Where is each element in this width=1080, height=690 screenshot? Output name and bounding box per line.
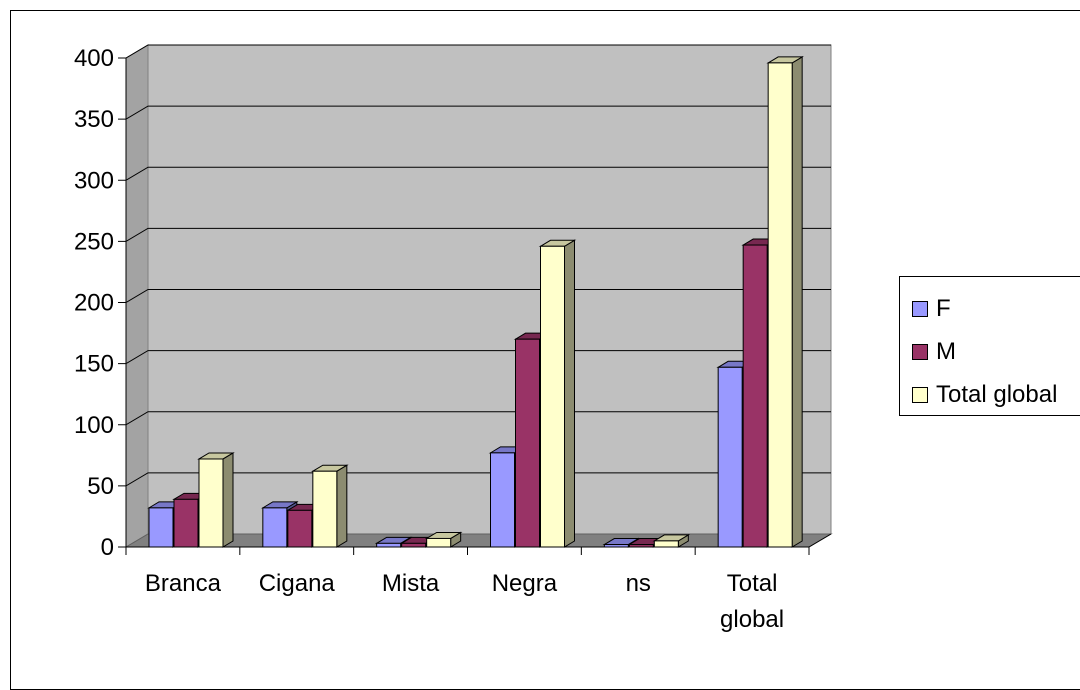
x-category-label: Negra xyxy=(492,570,558,597)
bar-chart: 0 50 100 150 200 250 300 350 400 Branca Cigana Mis… xyxy=(74,44,833,633)
legend-item-total-global: Total global xyxy=(912,381,1057,409)
bar-total-global-cigana-side xyxy=(336,464,348,548)
y-tick-label: 150 xyxy=(74,351,114,378)
legend-label-f: F xyxy=(936,295,951,322)
legend-item-m: M xyxy=(912,338,956,366)
gridline xyxy=(125,227,831,242)
legend-swatch-total-global xyxy=(912,387,928,403)
gridline xyxy=(125,472,831,487)
bar-total-global-mista xyxy=(424,531,463,548)
legend-swatch-m xyxy=(912,344,928,360)
y-tick-label: 100 xyxy=(74,412,114,439)
y-tick-label: 250 xyxy=(74,228,114,255)
y-tick-label: 300 xyxy=(74,167,114,194)
gridline xyxy=(125,289,831,303)
y-tick-labels: 0 50 100 150 200 250 300 350 400 xyxy=(74,45,114,561)
x-category-labels: Branca Cigana Mista Negra ns Total global xyxy=(145,570,784,633)
legend: F M Total global xyxy=(899,276,1080,416)
legend-item-f: F xyxy=(912,295,951,323)
bar-m-negra-front xyxy=(515,338,540,548)
gridline xyxy=(125,166,831,181)
gridline xyxy=(125,44,831,59)
y-tick-label: 50 xyxy=(87,473,114,500)
legend-label-m: M xyxy=(936,338,956,365)
bar-total-global-branca xyxy=(197,452,235,548)
bar-total-global-ns xyxy=(652,534,691,548)
bar-total-global-negra-front xyxy=(540,245,565,548)
bar-total-global-negra xyxy=(538,239,577,548)
bar-total-global-negra-side xyxy=(564,239,575,548)
bar-f-branca-front xyxy=(148,507,174,548)
bar-total-global-branca-side xyxy=(222,452,234,548)
legend-swatch-f xyxy=(912,301,928,317)
bar-m-mista-front xyxy=(401,542,427,548)
bars xyxy=(147,56,804,548)
chart-frame: 0 50 100 150 200 250 300 350 400 Branca Cigana Mis… xyxy=(10,10,1080,690)
x-axis-end xyxy=(808,533,832,548)
x-category-label: Branca xyxy=(145,570,222,597)
x-category-label: Cigana xyxy=(259,570,336,597)
bar-f-mista-front xyxy=(376,542,402,548)
bar-m-total-global-front xyxy=(742,244,768,548)
x-category-label: Total xyxy=(727,570,778,597)
bar-m-branca-front xyxy=(173,498,199,548)
legend-label-total-global: Total global xyxy=(936,381,1058,408)
gridline xyxy=(125,105,831,120)
bar-f-cigana-front xyxy=(262,507,288,548)
axes xyxy=(118,57,832,555)
y-tick-label: 200 xyxy=(74,290,114,317)
bar-total-global-cigana-front xyxy=(312,470,338,548)
bar-total-global-cigana xyxy=(311,464,349,548)
bar-m-cigana-front xyxy=(287,509,313,548)
gridline xyxy=(125,411,831,426)
bar-f-total-global-front xyxy=(717,366,743,548)
bar-f-ns-front xyxy=(603,544,629,548)
bar-total-global-branca-front xyxy=(198,458,224,548)
y-tick-label: 400 xyxy=(74,45,114,72)
bar-total-global-ns-front xyxy=(653,540,679,548)
bar-m-ns-front xyxy=(628,544,654,548)
gridline xyxy=(125,350,831,365)
bar-total-global-total-global xyxy=(766,56,804,548)
y-tick-label: 350 xyxy=(74,106,114,133)
bar-total-global-total-global-front xyxy=(767,62,793,548)
y-tick-label: 0 xyxy=(101,534,114,561)
bar-total-global-total-global-side xyxy=(791,56,803,548)
x-category-label: ns xyxy=(626,570,651,597)
x-category-label: global xyxy=(720,606,784,633)
bar-total-global-mista-front xyxy=(426,537,452,548)
bar-f-negra-front xyxy=(490,452,515,548)
gridlines xyxy=(125,44,831,487)
x-category-label: Mista xyxy=(382,570,440,597)
